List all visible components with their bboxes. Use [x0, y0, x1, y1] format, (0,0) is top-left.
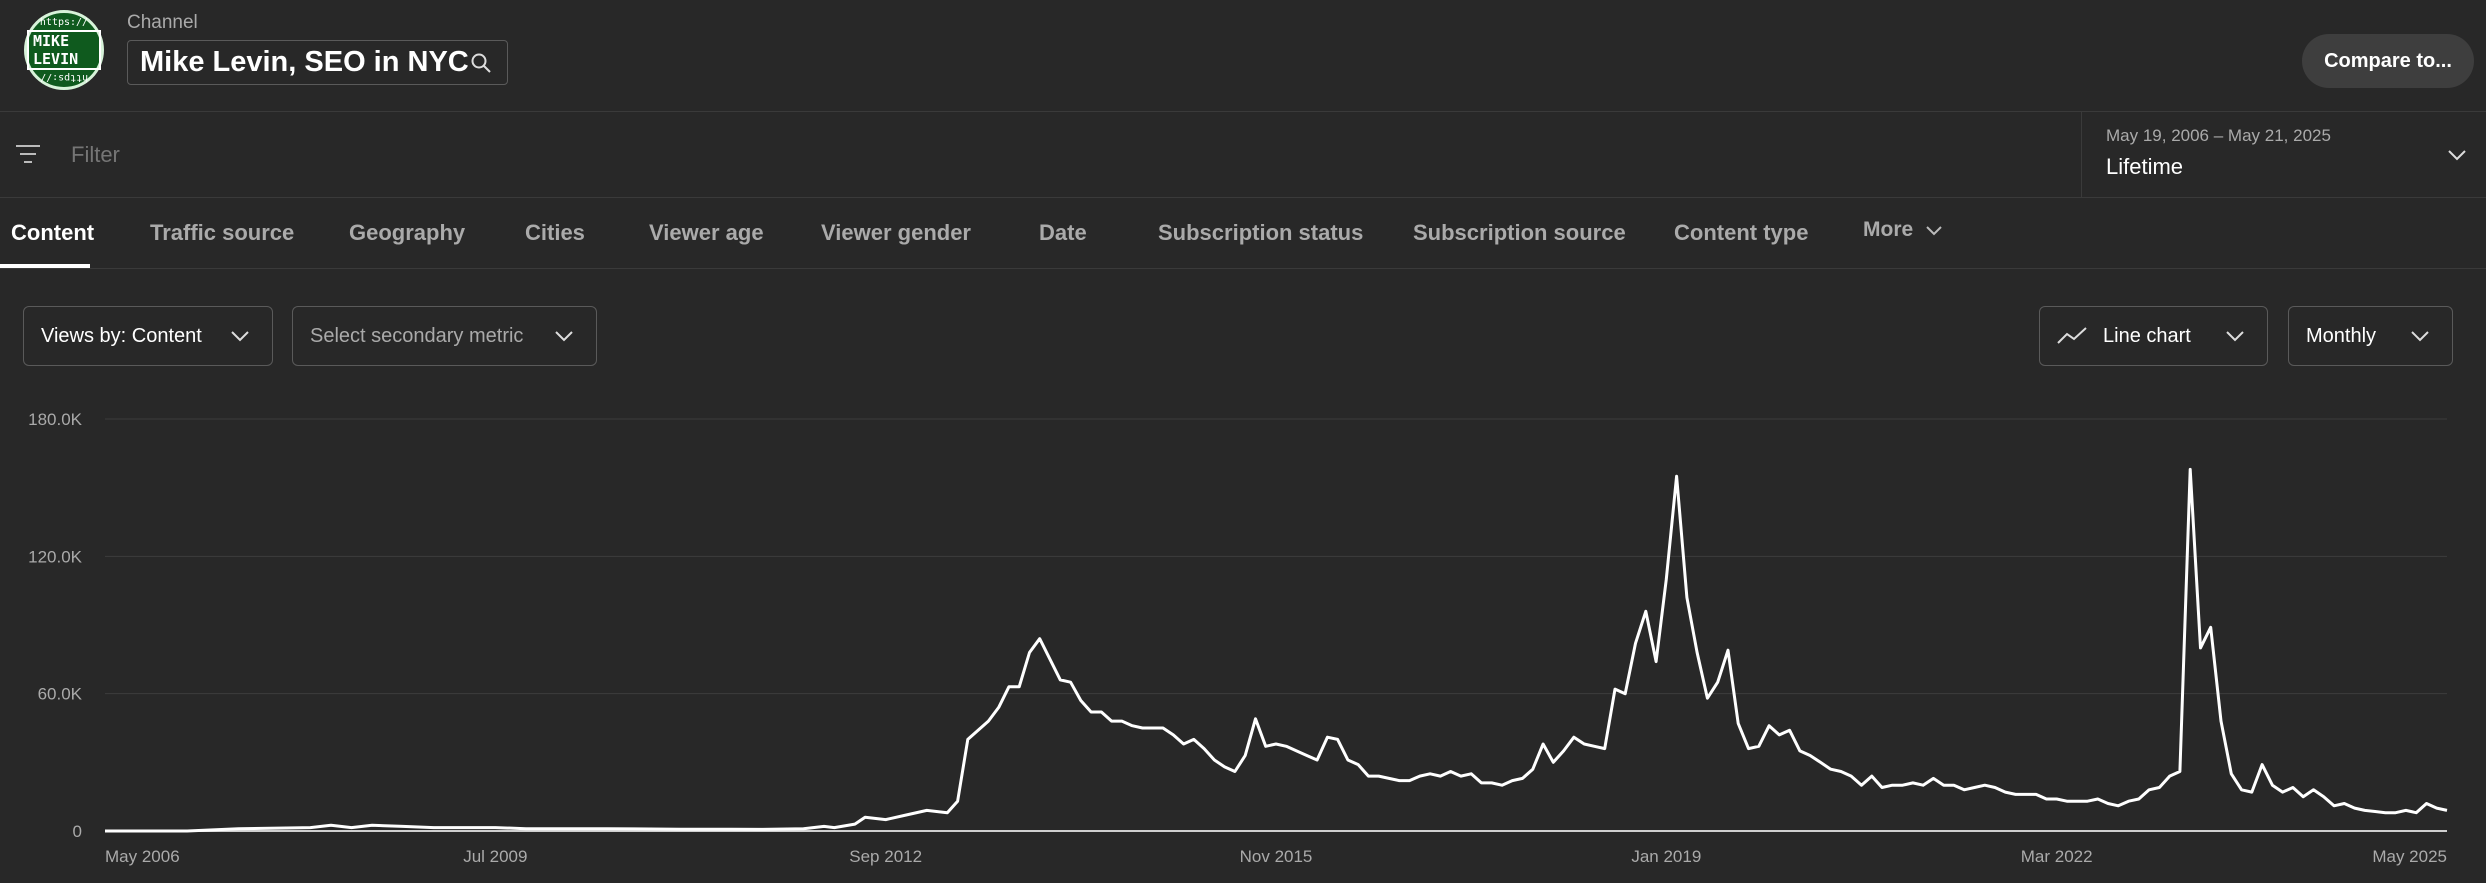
- x-tick-label: May 2025: [2372, 847, 2447, 866]
- tab-more[interactable]: More: [1863, 218, 1943, 242]
- dimension-tabs: Content Traffic source Geography Cities …: [0, 198, 2486, 269]
- chevron-down-icon: [2411, 331, 2429, 342]
- tab-subscription-status[interactable]: Subscription status: [1158, 220, 1364, 245]
- channel-name: Mike Levin, SEO in NYC: [140, 46, 469, 78]
- x-tick-label: May 2006: [105, 847, 180, 866]
- channel-header: https:// MIKE LEVIN https:// Channel Mik…: [0, 0, 2486, 112]
- tab-traffic-source[interactable]: Traffic source: [150, 220, 295, 245]
- tab-viewer-age[interactable]: Viewer age: [649, 220, 764, 245]
- search-icon[interactable]: [469, 51, 493, 75]
- chart-type-dropdown[interactable]: Line chart: [2039, 306, 2268, 366]
- filter-bar: May 19, 2006 – May 21, 2025 Lifetime: [0, 112, 2486, 198]
- avatar-text-bottom: https://: [39, 72, 89, 83]
- compare-button[interactable]: Compare to...: [2302, 34, 2474, 88]
- x-tick-label: Jan 2019: [1631, 847, 1701, 866]
- x-tick-label: Mar 2022: [2021, 847, 2093, 866]
- tab-more-label: More: [1863, 218, 1914, 241]
- chart-type-label: Line chart: [2103, 324, 2191, 347]
- tab-content-type[interactable]: Content type: [1674, 220, 1809, 245]
- y-tick-label: 180.0K: [28, 410, 83, 429]
- y-tick-label: 120.0K: [28, 547, 83, 566]
- avatar-text-middle: MIKE LEVIN: [27, 30, 101, 70]
- series-line: [105, 467, 2448, 833]
- filter-input[interactable]: [71, 142, 671, 168]
- date-range-selector[interactable]: May 19, 2006 – May 21, 2025 Lifetime: [2081, 112, 2486, 198]
- interval-dropdown[interactable]: Monthly: [2288, 306, 2453, 366]
- avatar-text-top: https://: [39, 17, 89, 28]
- x-tick-label: Jul 2009: [463, 847, 527, 866]
- interval-label: Monthly: [2306, 324, 2377, 347]
- x-tick-label: Nov 2015: [1240, 847, 1313, 866]
- secondary-metric-dropdown[interactable]: Select secondary metric: [292, 306, 597, 366]
- filter-icon[interactable]: [14, 142, 42, 166]
- channel-selector[interactable]: Mike Levin, SEO in NYC: [127, 40, 508, 85]
- line-chart-icon: [2057, 327, 2087, 344]
- primary-metric-label: Views by: Content: [41, 324, 202, 347]
- views-line-chart[interactable]: 0 60.0K 120.0K 180.0K May 2006 Jul 2009 Sep 20…: [0, 400, 2486, 883]
- tab-viewer-gender[interactable]: Viewer gender: [821, 220, 971, 245]
- date-range-value: Lifetime: [2106, 154, 2184, 179]
- y-tick-label: 60.0K: [38, 685, 83, 704]
- tab-subscription-source[interactable]: Subscription source: [1413, 220, 1626, 245]
- chevron-down-icon: [1926, 226, 1942, 236]
- chevron-down-icon: [231, 331, 249, 342]
- channel-avatar[interactable]: https:// MIKE LEVIN https://: [24, 10, 104, 90]
- tab-geography[interactable]: Geography: [349, 220, 466, 245]
- tab-cities[interactable]: Cities: [525, 220, 585, 245]
- channel-label: Channel: [127, 12, 198, 33]
- y-tick-label: 0: [73, 822, 82, 841]
- active-tab-indicator: [0, 264, 90, 268]
- chevron-down-icon: [555, 331, 573, 342]
- chevron-down-icon: [2448, 150, 2466, 161]
- date-range-label: May 19, 2006 – May 21, 2025: [2106, 126, 2331, 145]
- tab-date[interactable]: Date: [1039, 220, 1087, 245]
- primary-metric-dropdown[interactable]: Views by: Content: [23, 306, 273, 366]
- secondary-metric-label: Select secondary metric: [310, 324, 524, 347]
- tab-content[interactable]: Content: [11, 220, 95, 245]
- chevron-down-icon: [2226, 331, 2244, 342]
- x-tick-label: Sep 2012: [849, 847, 922, 866]
